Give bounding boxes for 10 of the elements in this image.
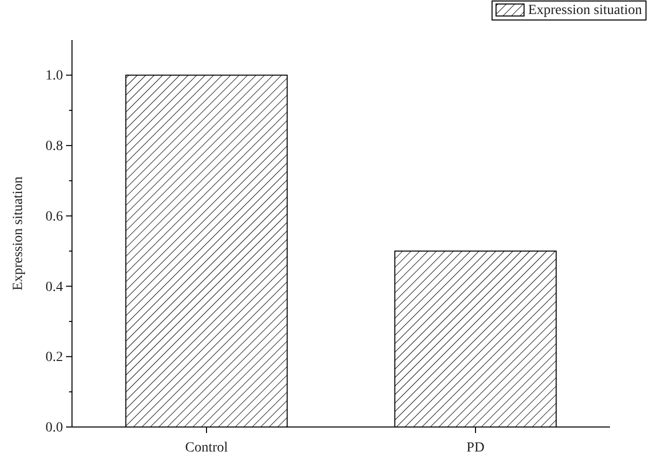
x-tick-label: Control [185,440,228,456]
y-tick-label: 1.0 [46,68,63,84]
x-tick-label: PD [466,440,484,456]
legend-label: Expression situation [528,3,642,18]
y-tick-label: 0.4 [46,280,63,295]
y-tick-label: 0.8 [46,139,63,154]
y-tick-label: 0.2 [46,350,63,366]
y-axis-title: Expression situation [11,176,26,290]
y-tick-label: 0.6 [46,209,63,224]
y-tick-label: 0.0 [46,420,63,436]
